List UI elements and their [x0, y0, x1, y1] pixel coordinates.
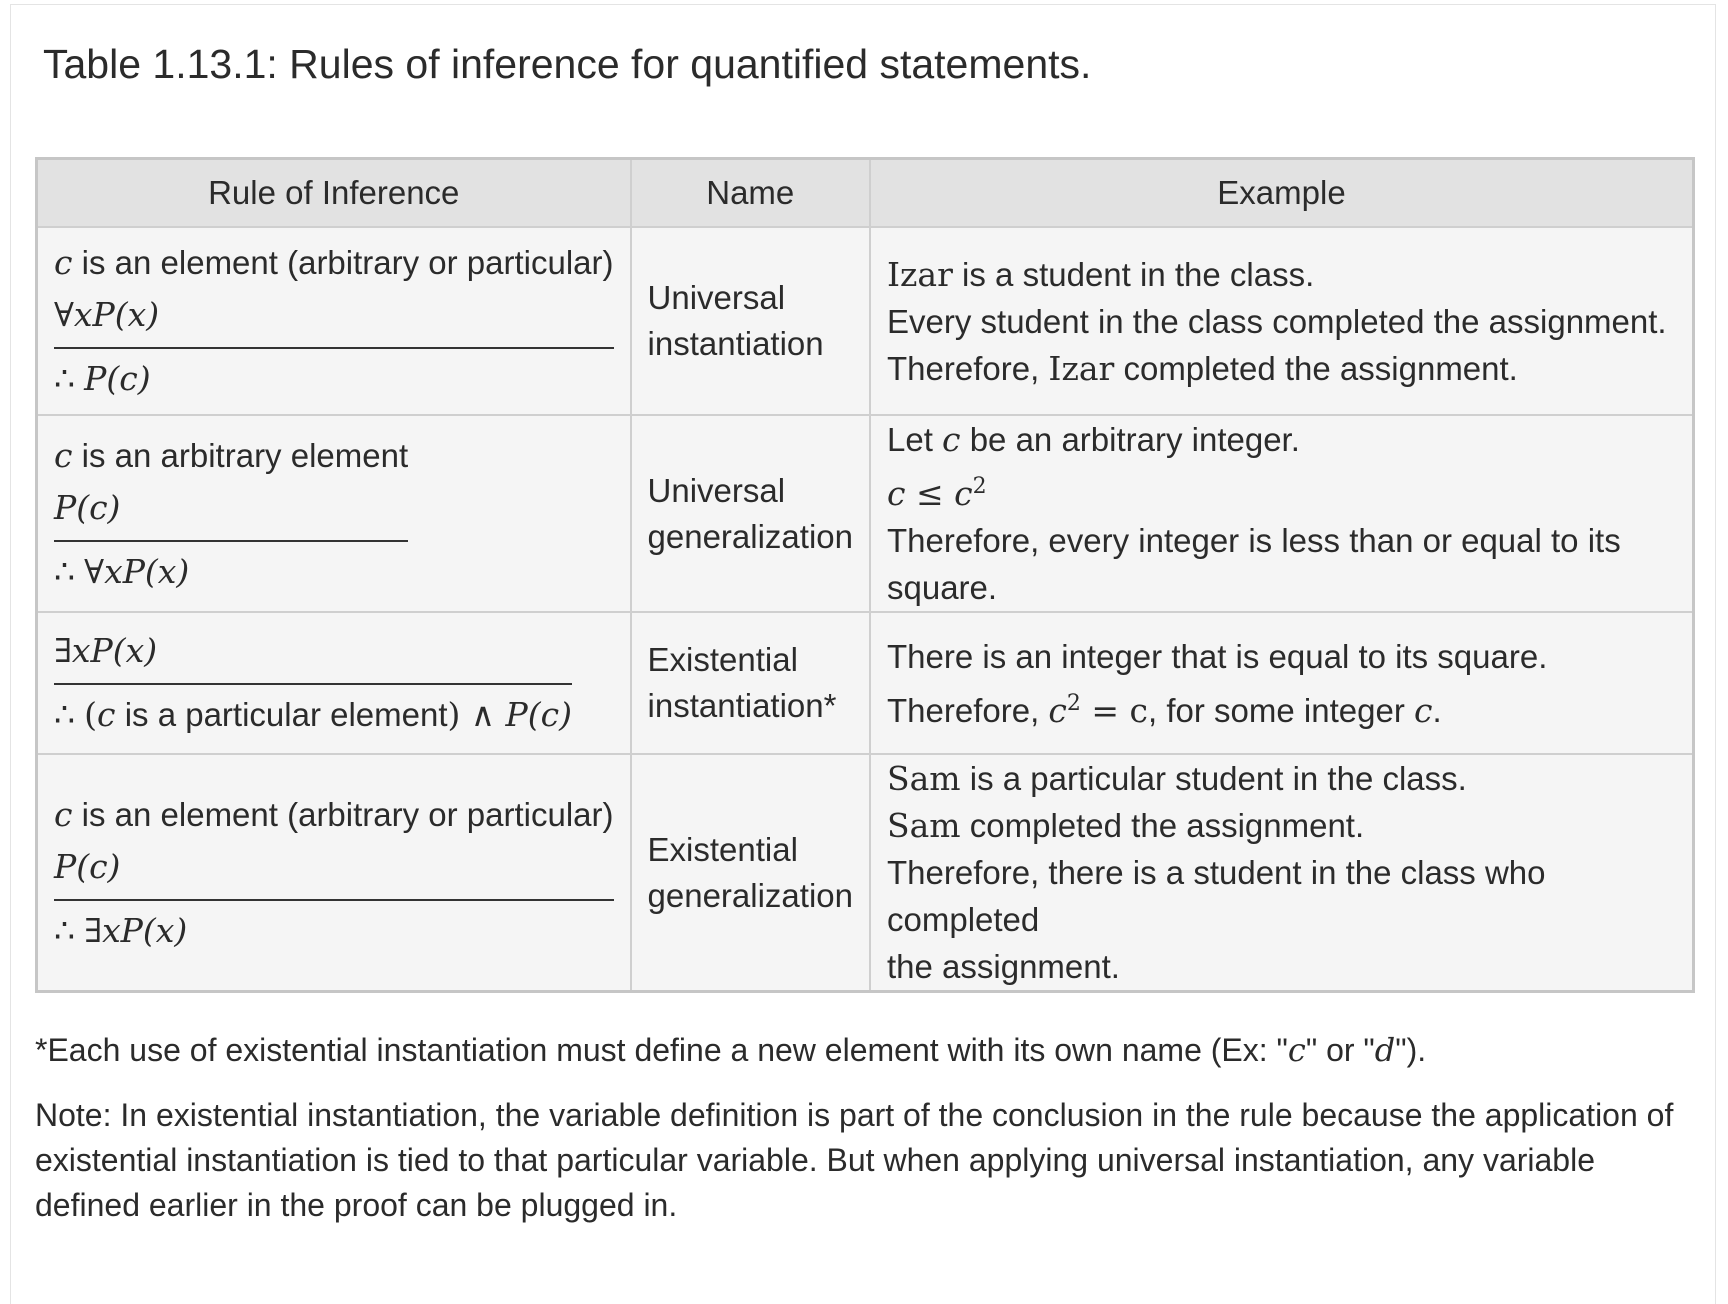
- header-rule-of-inference: Rule of Inference: [35, 157, 632, 228]
- rule-cell: ∃xP(x) ∴ (c is a particular element) ∧ P…: [35, 611, 632, 755]
- header-example: Example: [869, 157, 1695, 228]
- note-paragraph: Note: In existential instantiation, the …: [35, 1097, 1674, 1223]
- conclusion: ∴ P(c): [54, 359, 151, 398]
- example-cell: Let c be an arbitrary integer. c ≤ c2 Th…: [869, 414, 1695, 613]
- name-cell: Existential generalization: [629, 753, 872, 993]
- rule-cell: c is an element (arbitrary or particular…: [35, 753, 632, 993]
- rules-of-inference-table: Rule of Inference Name Example c is an e…: [35, 157, 1695, 993]
- premise: c is an element (arbitrary or particular…: [54, 243, 614, 282]
- example-cell: There is an integer that is equal to its…: [869, 611, 1695, 755]
- table-row: c is an arbitrary element P(c) ∴ ∀xP(x) …: [35, 414, 1695, 613]
- table-header-row: Rule of Inference Name Example: [35, 157, 1695, 228]
- premise: c is an element (arbitrary or particular…: [54, 794, 614, 834]
- example-cell: Sam is a particular student in the class…: [869, 753, 1695, 993]
- table-row: c is an element (arbitrary or particular…: [35, 753, 1695, 993]
- header-name: Name: [629, 157, 872, 228]
- rule-cell: c is an arbitrary element P(c) ∴ ∀xP(x): [35, 414, 632, 613]
- page: Table 1.13.1: Rules of inference for qua…: [10, 4, 1716, 1304]
- name-cell: Universal generalization: [629, 414, 872, 613]
- premise: c is an arbitrary element: [54, 435, 409, 475]
- conclusion: ∴ ∃xP(x): [54, 910, 188, 950]
- rule-cell: c is an element (arbitrary or particular…: [35, 226, 632, 416]
- table-caption: Table 1.13.1: Rules of inference for qua…: [43, 41, 1092, 87]
- premise-existential: ∃xP(x): [54, 625, 572, 685]
- conclusion: ∴ ∀xP(x): [54, 551, 190, 591]
- premise-predicate: P(c): [54, 482, 409, 542]
- conclusion: ∴ (c is a particular element) ∧ P(c): [54, 695, 572, 734]
- name-cell: Existential instantiation*: [629, 611, 872, 755]
- table-row: c is an element (arbitrary or particular…: [35, 226, 1695, 416]
- table-row: ∃xP(x) ∴ (c is a particular element) ∧ P…: [35, 611, 1695, 755]
- footnote: *Each use of existential instantiation m…: [35, 1031, 1427, 1069]
- example-cell: Izar is a student in the class. Every st…: [869, 226, 1695, 416]
- premise-quantified: ∀xP(x): [54, 289, 614, 349]
- premise-predicate: P(c): [54, 841, 614, 901]
- name-cell: Universal instantiation: [629, 226, 872, 416]
